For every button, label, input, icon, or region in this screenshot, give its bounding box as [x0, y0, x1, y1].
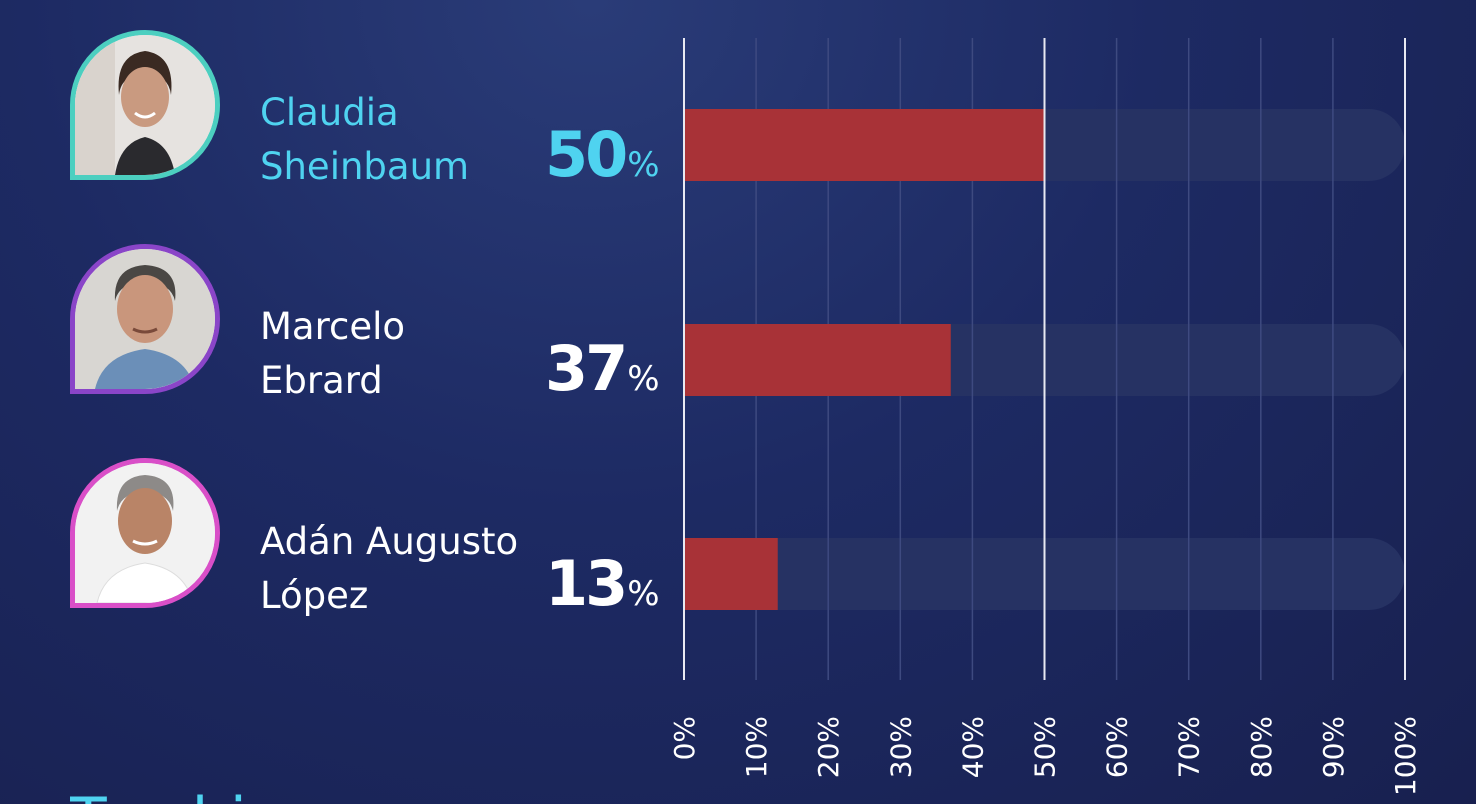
person-photo-icon	[75, 249, 215, 389]
avatar-adan-augusto-lopez	[70, 458, 220, 608]
value-number: 13	[545, 547, 628, 620]
candidate-last-name: Sheinbaum	[260, 145, 470, 188]
avatar-marcelo-ebrard	[70, 244, 220, 394]
value-label: 37%	[545, 332, 660, 405]
person-photo-icon	[75, 35, 215, 175]
x-tick-label: 70%	[1173, 716, 1206, 778]
x-tick-label: 100%	[1389, 716, 1422, 796]
avatar-claudia-sheinbaum	[70, 30, 220, 180]
candidate-name: Marcelo Ebrard	[260, 300, 405, 408]
bar	[684, 324, 951, 396]
x-tick-label: 20%	[812, 716, 845, 778]
candidate-first-name: Claudia	[260, 91, 399, 134]
value-label: 13%	[545, 547, 660, 620]
x-tick-label: 60%	[1101, 716, 1134, 778]
x-tick-label: 50%	[1029, 716, 1062, 778]
x-tick-label: 10%	[740, 716, 773, 778]
candidate-name: Claudia Sheinbaum	[260, 86, 469, 194]
candidate-first-name: Adán Augusto	[260, 520, 519, 563]
percent-sign: %	[627, 145, 660, 185]
percent-sign: %	[627, 574, 660, 614]
x-tick-label: 40%	[956, 716, 989, 778]
value-number: 50	[545, 118, 628, 191]
candidate-name: Adán Augusto López	[260, 515, 518, 623]
x-tick-label: 0%	[668, 716, 701, 760]
x-tick-label: 90%	[1317, 716, 1350, 778]
candidate-first-name: Marcelo	[260, 305, 406, 348]
candidate-last-name: Ebrard	[260, 359, 383, 402]
bar	[684, 538, 778, 610]
x-tick-label: 80%	[1245, 716, 1278, 778]
bar	[684, 109, 1045, 181]
cut-heading: Tambi	[70, 790, 310, 804]
x-tick-label: 30%	[884, 716, 917, 778]
percent-sign: %	[627, 359, 660, 399]
candidate-last-name: López	[260, 574, 369, 617]
value-label: 50%	[545, 118, 660, 191]
value-number: 37	[545, 332, 628, 405]
